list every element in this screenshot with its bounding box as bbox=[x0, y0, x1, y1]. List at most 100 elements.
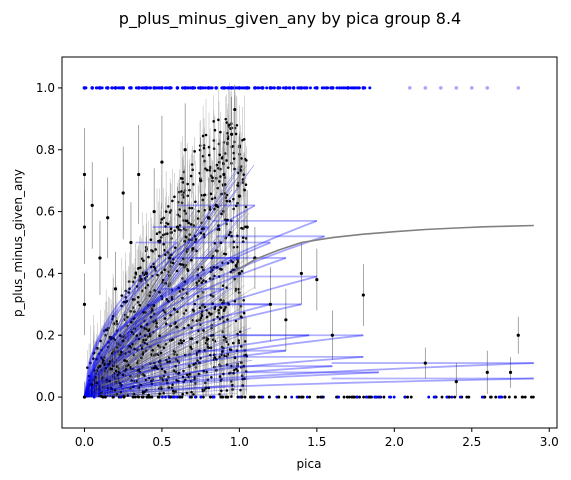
data-point bbox=[268, 302, 272, 306]
background-point bbox=[161, 278, 165, 282]
marginal-point bbox=[245, 86, 249, 90]
data-point bbox=[82, 225, 87, 229]
background-point bbox=[217, 275, 221, 278]
background-point bbox=[208, 208, 212, 211]
background-point bbox=[178, 208, 181, 211]
background-point bbox=[189, 345, 192, 349]
background-point bbox=[190, 390, 193, 394]
x-tick-label: 3.0 bbox=[540, 435, 559, 449]
top-point bbox=[320, 86, 324, 90]
baseline-point bbox=[337, 395, 341, 399]
marginal-point bbox=[175, 86, 180, 90]
background-point bbox=[193, 234, 197, 238]
background-point bbox=[158, 392, 161, 396]
background-point bbox=[242, 138, 246, 141]
data-point bbox=[284, 318, 288, 322]
top-point bbox=[157, 86, 161, 90]
background-point bbox=[207, 386, 211, 390]
background-point bbox=[196, 217, 200, 220]
data-point bbox=[222, 172, 226, 177]
baseline-point bbox=[308, 395, 312, 399]
background-point bbox=[187, 323, 190, 327]
background-point bbox=[189, 379, 193, 383]
background-fit-line bbox=[84, 294, 242, 398]
background-point bbox=[191, 168, 194, 172]
background-point bbox=[199, 356, 202, 360]
x-tick-label: 0.5 bbox=[152, 435, 171, 449]
background-point bbox=[171, 261, 175, 265]
background-point bbox=[163, 268, 167, 272]
marginal-point bbox=[167, 86, 172, 90]
background-point bbox=[212, 147, 216, 151]
background-point bbox=[165, 358, 168, 362]
background-point bbox=[202, 233, 206, 236]
background-point bbox=[118, 334, 122, 337]
baseline-point bbox=[507, 395, 511, 399]
background-point bbox=[171, 199, 174, 203]
background-point bbox=[233, 167, 236, 171]
background-point bbox=[156, 344, 160, 347]
background-point bbox=[153, 289, 156, 292]
data-point bbox=[214, 203, 218, 207]
background-point bbox=[107, 340, 110, 344]
background-point bbox=[99, 339, 102, 343]
background-point bbox=[143, 341, 147, 345]
top-point bbox=[308, 86, 312, 90]
background-point bbox=[217, 118, 220, 122]
group-fit-line bbox=[83, 241, 178, 398]
baseline-point bbox=[320, 395, 324, 399]
marginal-point bbox=[98, 86, 102, 90]
background-point bbox=[132, 385, 135, 389]
background-point bbox=[218, 317, 222, 321]
background-point bbox=[229, 371, 232, 375]
background-point bbox=[216, 266, 219, 269]
marginal-point bbox=[198, 86, 203, 90]
marginal-point bbox=[229, 86, 234, 90]
background-point bbox=[168, 360, 172, 363]
baseline-point bbox=[404, 395, 407, 399]
background-point bbox=[244, 183, 248, 187]
baseline-point bbox=[180, 395, 184, 399]
background-point bbox=[217, 308, 220, 312]
baseline-point bbox=[300, 395, 304, 399]
background-point bbox=[203, 305, 207, 309]
data-point bbox=[206, 216, 211, 220]
background-point bbox=[176, 213, 180, 217]
background-fit-line bbox=[84, 393, 127, 398]
top-point bbox=[204, 86, 208, 90]
background-point bbox=[128, 344, 132, 348]
data-point bbox=[106, 216, 110, 220]
data-point bbox=[183, 148, 187, 152]
background-fit-line bbox=[84, 325, 173, 398]
background-point bbox=[120, 294, 124, 297]
background-point bbox=[218, 393, 221, 396]
background-point bbox=[142, 259, 145, 262]
background-point bbox=[202, 279, 205, 282]
background-point bbox=[150, 309, 154, 312]
background-point bbox=[141, 390, 145, 394]
background-point bbox=[241, 236, 245, 239]
background-point bbox=[213, 356, 217, 359]
background-point bbox=[233, 356, 237, 360]
background-point bbox=[86, 366, 89, 369]
baseline-point bbox=[284, 395, 288, 399]
background-point bbox=[190, 258, 193, 262]
background-point bbox=[224, 252, 227, 256]
baseline-point bbox=[427, 395, 431, 399]
baseline-point bbox=[297, 395, 301, 399]
marginal-point bbox=[237, 86, 242, 90]
background-point bbox=[175, 269, 179, 273]
data-point bbox=[508, 370, 513, 374]
background-point bbox=[162, 242, 165, 246]
marginal-point bbox=[291, 86, 296, 90]
background-point bbox=[244, 205, 248, 209]
background-point bbox=[181, 288, 185, 291]
background-point bbox=[190, 326, 193, 330]
background-point bbox=[219, 175, 222, 178]
background-point bbox=[158, 334, 161, 338]
background-point bbox=[184, 309, 188, 312]
background-point bbox=[115, 365, 119, 368]
baseline-point bbox=[450, 395, 454, 399]
background-point bbox=[225, 286, 229, 289]
background-point bbox=[200, 281, 204, 284]
